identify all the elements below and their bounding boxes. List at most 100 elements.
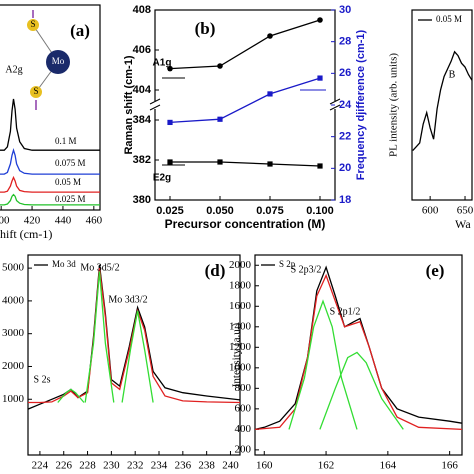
plot-frame	[27, 254, 241, 456]
x-axis-label: Wa	[455, 217, 471, 231]
x-tick-label: 236	[175, 460, 192, 472]
series-line	[0, 98, 100, 151]
point	[317, 163, 323, 169]
series-line	[288, 299, 358, 430]
y-tick-label: 2000	[2, 360, 25, 372]
point	[167, 65, 173, 72]
y2-axis-label: Frequency djifference (cm-1)	[355, 29, 367, 180]
x-tick-label: 440	[55, 215, 72, 227]
x-axis-label: hift (cm-1)	[0, 227, 52, 241]
plot-frame	[411, 9, 473, 201]
point	[317, 17, 323, 23]
plot-frame	[254, 254, 463, 456]
x-tick-label: 460	[86, 215, 103, 227]
x-tick-label: 0.025	[156, 205, 184, 217]
annotation: Mo 3d5/2	[80, 262, 119, 273]
y-tick-label: 1200	[229, 341, 252, 353]
annotation: A1g	[153, 58, 172, 69]
x-tick-label: 160	[256, 460, 273, 472]
y-tick-label: 408	[133, 4, 151, 16]
x-tick-label: 224	[32, 460, 49, 472]
atom-mo	[46, 50, 70, 74]
x-tick-label: 230	[103, 460, 120, 472]
legend-label: S 2p	[279, 259, 296, 269]
axis-break-mark	[149, 104, 161, 111]
y-tick-label: 1800	[229, 279, 252, 291]
y-tick-label: 384	[133, 114, 152, 126]
x-tick-label: 238	[198, 460, 215, 472]
series-label: 0.05 M	[55, 177, 81, 187]
y-tick-label: 404	[133, 84, 152, 96]
atom-s	[27, 19, 39, 31]
annotation: E2g	[153, 173, 171, 184]
annotation: S 2p3/2	[291, 264, 322, 275]
y-tick-label: 406	[133, 44, 151, 56]
legend-label: Mo 3d	[52, 259, 76, 269]
x-tick-label: 0.050	[206, 205, 234, 217]
x-tick-label: 234	[151, 460, 168, 472]
y-axis-label: PL intensity (arb. units)	[388, 53, 400, 157]
y2-tick-label: 28	[339, 36, 351, 48]
x-tick-label: 420	[24, 215, 41, 227]
series-line	[169, 77, 321, 124]
series-line	[28, 268, 241, 404]
axis-break-mark	[329, 98, 341, 105]
series-label: 0.1 M	[55, 136, 77, 146]
x-tick-label: 650	[457, 205, 474, 217]
series-line	[319, 351, 404, 430]
point	[217, 63, 223, 69]
series-label: 0.025 M	[55, 194, 86, 204]
x-axis-label: Precursor concentration (M)	[165, 217, 326, 231]
series-line	[254, 273, 463, 431]
annotation: S 2s	[34, 374, 51, 385]
y-tick-label: 800	[235, 382, 252, 394]
annotation: Mo 3d3/2	[108, 294, 147, 305]
axis-break-mark	[149, 98, 161, 105]
point	[217, 159, 223, 165]
y2-tick-label: 30	[339, 4, 351, 16]
y-tick-label: 1000	[2, 393, 25, 405]
series-line	[412, 50, 473, 152]
y-tick-label: 1400	[229, 320, 252, 332]
y-tick-label: 1600	[229, 300, 252, 312]
y2-tick-label: 20	[339, 162, 351, 174]
point	[167, 159, 173, 165]
series-line	[84, 271, 115, 403]
series-line	[170, 161, 321, 167]
x-axis-label: Binding energy (eV)	[309, 472, 408, 474]
legend-label: 0.05 M	[436, 14, 462, 24]
y-axis-label: Raman shift (cm-1)	[123, 55, 135, 154]
x-tick-label: 166	[441, 460, 458, 472]
annotation: B	[449, 69, 456, 80]
x-tick-label: 226	[55, 460, 72, 472]
point	[217, 116, 223, 122]
x-tick-label: 232	[127, 460, 144, 472]
x-axis-label: Binding energy (eV)	[84, 472, 183, 474]
series-label: 0.075 M	[55, 158, 86, 168]
y-tick-label: 200	[235, 443, 252, 455]
series-line	[0, 175, 100, 193]
series-line	[0, 193, 100, 206]
panel-title: (d)	[205, 261, 226, 280]
y-tick-label: 5000	[2, 262, 25, 274]
atom-s	[30, 86, 42, 98]
point	[267, 91, 273, 97]
y-tick-label: 380	[133, 194, 151, 206]
plot-frame	[154, 9, 336, 201]
panel-title: (a)	[70, 21, 90, 40]
y-tick-label: 3000	[2, 327, 25, 339]
y-tick-label: 2000	[229, 259, 252, 271]
point	[167, 119, 173, 126]
annotation: A2g	[5, 64, 22, 75]
series-line	[254, 265, 463, 431]
series-line	[169, 19, 321, 70]
x-tick-label: 164	[380, 460, 397, 472]
y-tick-label: 4000	[2, 294, 25, 306]
y2-tick-label: 18	[339, 194, 351, 206]
series-line	[27, 264, 241, 410]
series-line	[121, 310, 154, 403]
series-line	[57, 388, 85, 403]
y-tick-label: 1000	[229, 361, 252, 373]
x-tick-label: 600	[422, 205, 439, 217]
